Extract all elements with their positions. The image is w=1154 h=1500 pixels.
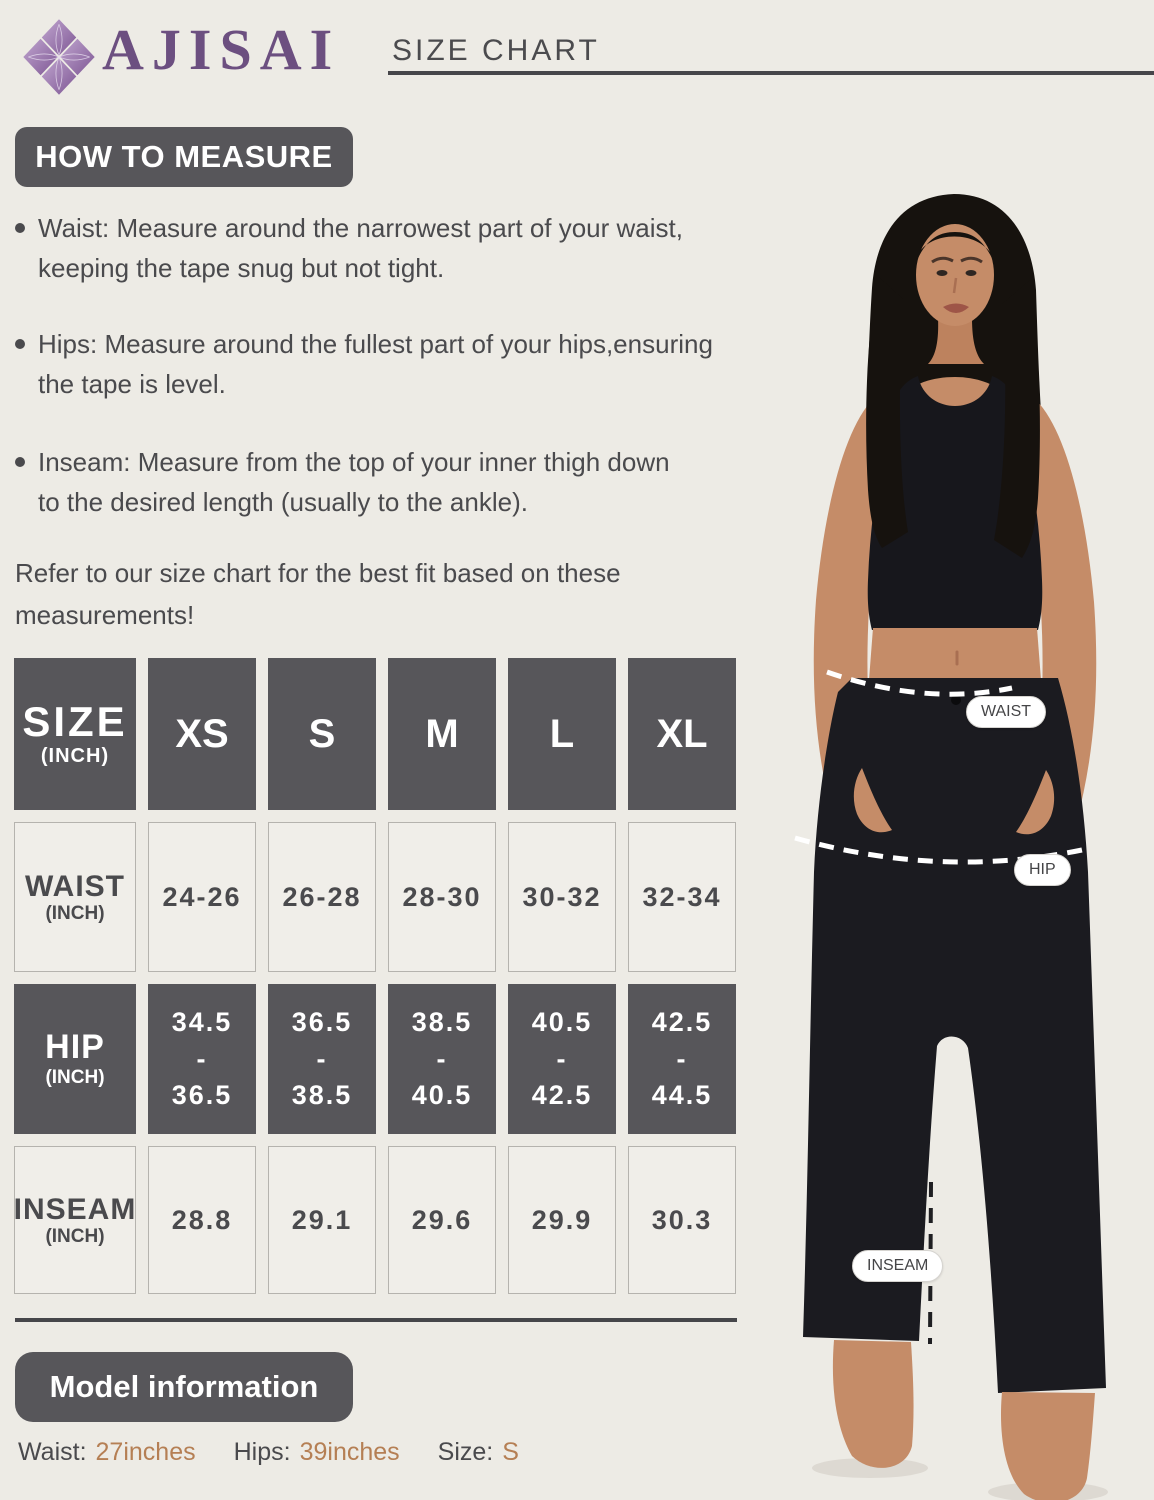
hip-value-s: 36.5 - 38.5 xyxy=(268,984,376,1134)
face xyxy=(916,224,994,326)
bullet-inseam-line2: to the desired length (usually to the an… xyxy=(38,487,528,517)
inseam-value-xs: 28.8 xyxy=(148,1146,256,1294)
how-to-measure-heading: HOW TO MEASURE xyxy=(15,127,353,187)
pants xyxy=(803,678,1106,1393)
waist-value-xl: 32-34 xyxy=(628,822,736,972)
bullet-dot xyxy=(15,339,25,349)
hip-value-l: 40.5 - 42.5 xyxy=(508,984,616,1134)
hip-value-m: 38.5 - 40.5 xyxy=(388,984,496,1134)
size-header-xl: XL xyxy=(628,658,736,810)
inseam-value-s: 29.1 xyxy=(268,1146,376,1294)
brand-flower-logo-icon xyxy=(21,16,97,98)
bullet-waist-line2: keeping the tape snug but not tight. xyxy=(38,253,445,283)
model-photo: WAIST HIP INSEAM xyxy=(740,180,1154,1500)
face-features xyxy=(931,256,983,313)
hand-right xyxy=(1016,770,1055,835)
waist-row-label: WAIST (INCH) xyxy=(14,822,136,972)
hip-row-label: HIP (INCH) xyxy=(14,984,136,1134)
hair-front xyxy=(866,232,1040,558)
corner-label: SIZE xyxy=(22,698,128,746)
note-line1: Refer to our size chart for the best fit… xyxy=(15,558,621,588)
bullet-waist: Waist: Measure around the narrowest part… xyxy=(15,208,683,288)
hip-measure-label: HIP xyxy=(1014,854,1071,886)
inseam-value-xl: 30.3 xyxy=(628,1146,736,1294)
drawstring-button xyxy=(951,695,961,705)
stat-waist: Waist: 27inches xyxy=(18,1438,196,1466)
inseam-value-m: 29.6 xyxy=(388,1146,496,1294)
midriff xyxy=(869,628,1041,680)
inseam-value-l: 29.9 xyxy=(508,1146,616,1294)
hand-left xyxy=(853,768,892,833)
hip-value-xl: 42.5 - 44.5 xyxy=(628,984,736,1134)
waist-value-s: 26-28 xyxy=(268,822,376,972)
note-line2: measurements! xyxy=(15,600,195,630)
inseam-row-label: INSEAM (INCH) xyxy=(14,1146,136,1294)
waist-value-xs: 24-26 xyxy=(148,822,256,972)
hip-value-xs: 34.5 - 36.5 xyxy=(148,984,256,1134)
foot-left xyxy=(832,1340,914,1468)
brand-name: AJISAI xyxy=(102,17,341,82)
size-header-l: L xyxy=(508,658,616,810)
stat-hips: Hips: 39inches xyxy=(233,1438,400,1466)
size-header-s: S xyxy=(268,658,376,810)
bullet-hips: Hips: Measure around the fullest part of… xyxy=(15,324,713,404)
bullet-dot xyxy=(15,223,25,233)
stat-size: Size: S xyxy=(437,1438,519,1466)
size-header-xs: XS xyxy=(148,658,256,810)
bullet-hips-line2: the tape is level. xyxy=(38,369,226,399)
foot-right xyxy=(1000,1392,1095,1500)
model-illustration xyxy=(794,194,1108,1500)
corner-unit: (INCH) xyxy=(40,744,110,767)
page-title: SIZE CHART xyxy=(392,34,600,67)
neck xyxy=(928,318,984,364)
bullet-dot xyxy=(15,457,25,467)
bullet-hips-line1: Hips: Measure around the fullest part of… xyxy=(38,329,713,359)
model-information-heading: Model information xyxy=(15,1352,353,1422)
inseam-measure-label: INSEAM xyxy=(852,1250,944,1282)
table-corner-cell: SIZE (INCH) xyxy=(14,658,136,810)
bullet-waist-line1: Waist: Measure around the narrowest part… xyxy=(38,213,683,243)
waist-value-l: 30-32 xyxy=(508,822,616,972)
model-stats: Waist: 27inches Hips: 39inches Size: S xyxy=(18,1438,519,1467)
waist-value-m: 28-30 xyxy=(388,822,496,972)
waist-measure-label: WAIST xyxy=(966,696,1047,728)
tank-top xyxy=(867,376,1043,630)
bullet-inseam-line1: Inseam: Measure from the top of your inn… xyxy=(38,447,670,477)
bullet-inseam: Inseam: Measure from the top of your inn… xyxy=(15,442,670,522)
section-divider xyxy=(15,1318,737,1322)
title-underline xyxy=(388,71,1154,75)
size-header-m: M xyxy=(388,658,496,810)
size-chart-note: Refer to our size chart for the best fit… xyxy=(15,552,621,636)
size-table: SIZE (INCH) XS S M L XL WAIST (INCH) 24-… xyxy=(14,658,736,1294)
